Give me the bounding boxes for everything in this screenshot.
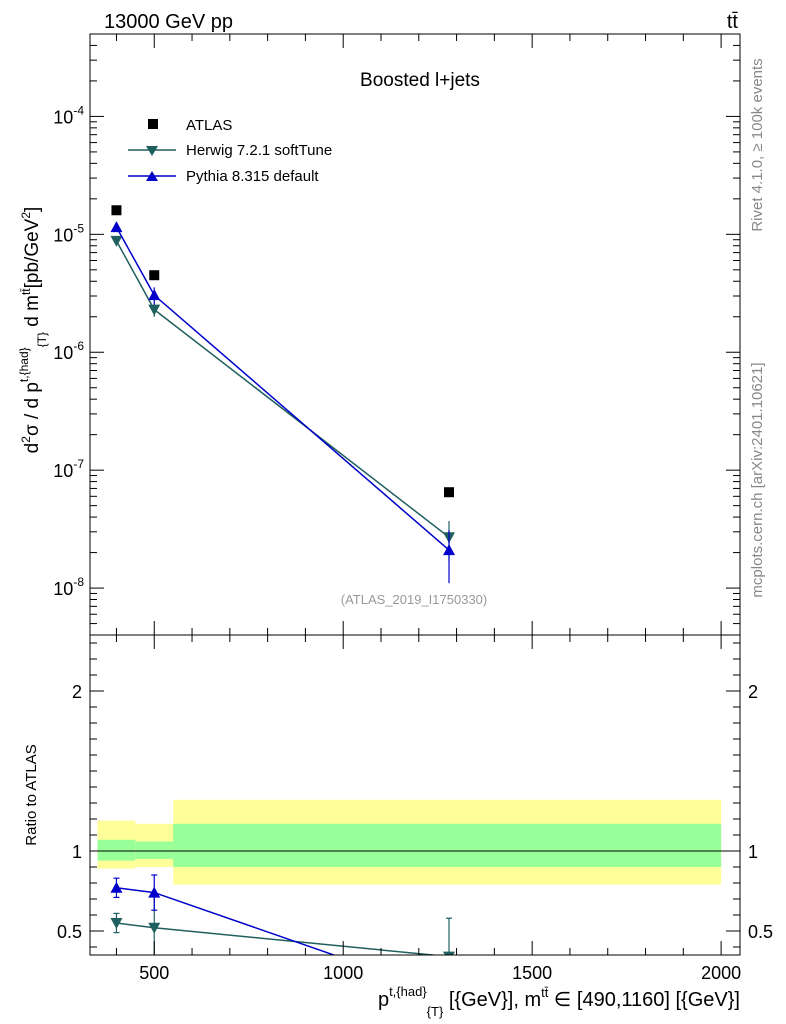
ratio-frame [89, 634, 741, 956]
x-tick-label: 1000 [323, 963, 363, 983]
y-tick-label: 10-8 [53, 575, 84, 599]
main-y-axis-label: d2σ / d pt,{had}{T} d mtt̄[pb/GeV2] [17, 207, 49, 454]
mcplots-label: mcplots.cern.ch [arXiv:2401.10621] [749, 362, 766, 597]
herwig-line [115, 240, 450, 538]
legend-herwig-label: Herwig 7.2.1 softTune [186, 142, 332, 159]
main-y-axis-label-text: d2σ / d pt,{had}{T} d mtt̄[pb/GeV2] [17, 207, 49, 454]
x-tick-label: 2000 [701, 963, 741, 983]
analysis-label: (ATLAS_2019_I1750330) [341, 592, 487, 607]
ratio-y-tick-label: 0.5 [57, 922, 82, 942]
uncertainty-band-inner [135, 841, 174, 859]
atlas-point [444, 487, 455, 498]
y-tick-label: 10-7 [53, 457, 84, 481]
x-tick-label: 500 [139, 963, 169, 983]
herwig-point [110, 235, 123, 247]
atlas-point [149, 270, 160, 281]
pythia-ratio-point [110, 881, 123, 893]
legend: ATLAS Herwig 7.2.1 softTune Pythia 8.315… [128, 117, 332, 185]
uncertainty-band-inner [97, 839, 136, 861]
legend-atlas-marker [148, 119, 158, 129]
pythia-point [148, 289, 161, 301]
pythia-point [110, 221, 123, 233]
x-tick-label: 1500 [512, 963, 552, 983]
main-panel: 10-8 10-7 10-6 10-5 10-4 Boosted l+jets (ATL… [17, 33, 741, 636]
atlas-point [111, 205, 122, 216]
herwig-ratio-point [110, 918, 123, 929]
ratio-y-tick-label-right: 1 [748, 842, 758, 862]
legend-pythia-label: Pythia 8.315 default [186, 168, 319, 185]
herwig-ratio-line [116, 922, 441, 955]
herwig-point [148, 304, 161, 316]
ratio-y-tick-label-right: 0.5 [748, 922, 773, 942]
ratio-y-tick-label: 1 [72, 842, 82, 862]
x-axis-label-text: pt,{had}{T} [{GeV}], mtt̄ ∈ [490,1160] [… [378, 984, 740, 1019]
ratio-y-axis-label: Ratio to ATLAS [23, 744, 40, 845]
legend-herwig-marker [146, 146, 158, 156]
x-axis-label: pt,{had}{T} [{GeV}], mtt̄ ∈ [490,1160] [… [378, 984, 740, 1019]
herwig-ratio-point [148, 922, 161, 934]
process-label: tt̄ [727, 11, 739, 33]
herwig-ratio-point [443, 951, 456, 955]
legend-pythia-marker [146, 171, 158, 181]
ratio-y-tick-label: 2 [72, 682, 82, 702]
rivet-label: Rivet 4.1.0, ≥ 100k events [749, 58, 766, 231]
pythia-ratio-point [148, 886, 161, 898]
ratio-y-tick-label-right: 2 [748, 682, 758, 702]
ratio-panel: 500 1000 1500 2000 0.5 0.5 1 1 2 2 Ratio to ATLAS… [23, 634, 773, 1019]
main-title: Boosted l+jets [360, 70, 480, 91]
y-tick-label: 10-6 [53, 339, 84, 363]
energy-label: 13000 GeV pp [104, 11, 233, 33]
uncertainty-band-inner [173, 823, 722, 867]
pythia-line [115, 226, 450, 551]
y-tick-label: 10-4 [53, 103, 84, 127]
legend-atlas-label: ATLAS [186, 117, 232, 134]
pythia-point [443, 544, 456, 556]
y-tick-label: 10-5 [53, 221, 84, 245]
